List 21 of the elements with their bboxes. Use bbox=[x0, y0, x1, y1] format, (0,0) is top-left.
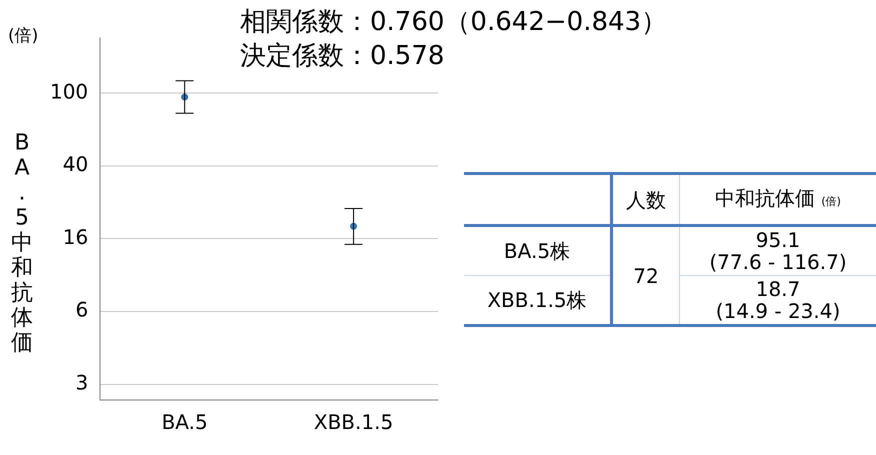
text: (倍) bbox=[821, 194, 841, 208]
chart-title: 相関係数：0.760（0.642−0.843） bbox=[240, 6, 668, 37]
text: (倍) bbox=[8, 26, 38, 46]
y-tick-label: 6 bbox=[75, 298, 88, 322]
y-tick-label: 3 bbox=[75, 370, 88, 394]
text: XBB.1.5株 bbox=[464, 276, 612, 326]
text: 中和抗体価 bbox=[715, 186, 816, 210]
text: (14.9 - 23.4) bbox=[714, 299, 842, 323]
text: 人数 bbox=[612, 174, 680, 226]
chart-subtitle: 決定係数：0.578 bbox=[240, 40, 444, 71]
y-tick-label: 100 bbox=[50, 79, 88, 104]
text: (77.6 - 116.7) bbox=[708, 250, 848, 274]
text: 72 bbox=[612, 226, 680, 326]
x-tick-label: XBB.1.5 bbox=[314, 410, 394, 434]
text: 18.7 bbox=[754, 277, 802, 301]
y-tick-label: 40 bbox=[62, 152, 88, 176]
text: 95.1 bbox=[754, 228, 802, 252]
x-tick-label: BA.5 bbox=[162, 410, 208, 434]
text: BA.5株 bbox=[464, 226, 612, 276]
text: BA.5中和抗体価 bbox=[11, 130, 33, 356]
y-tick-label: 16 bbox=[62, 224, 88, 249]
